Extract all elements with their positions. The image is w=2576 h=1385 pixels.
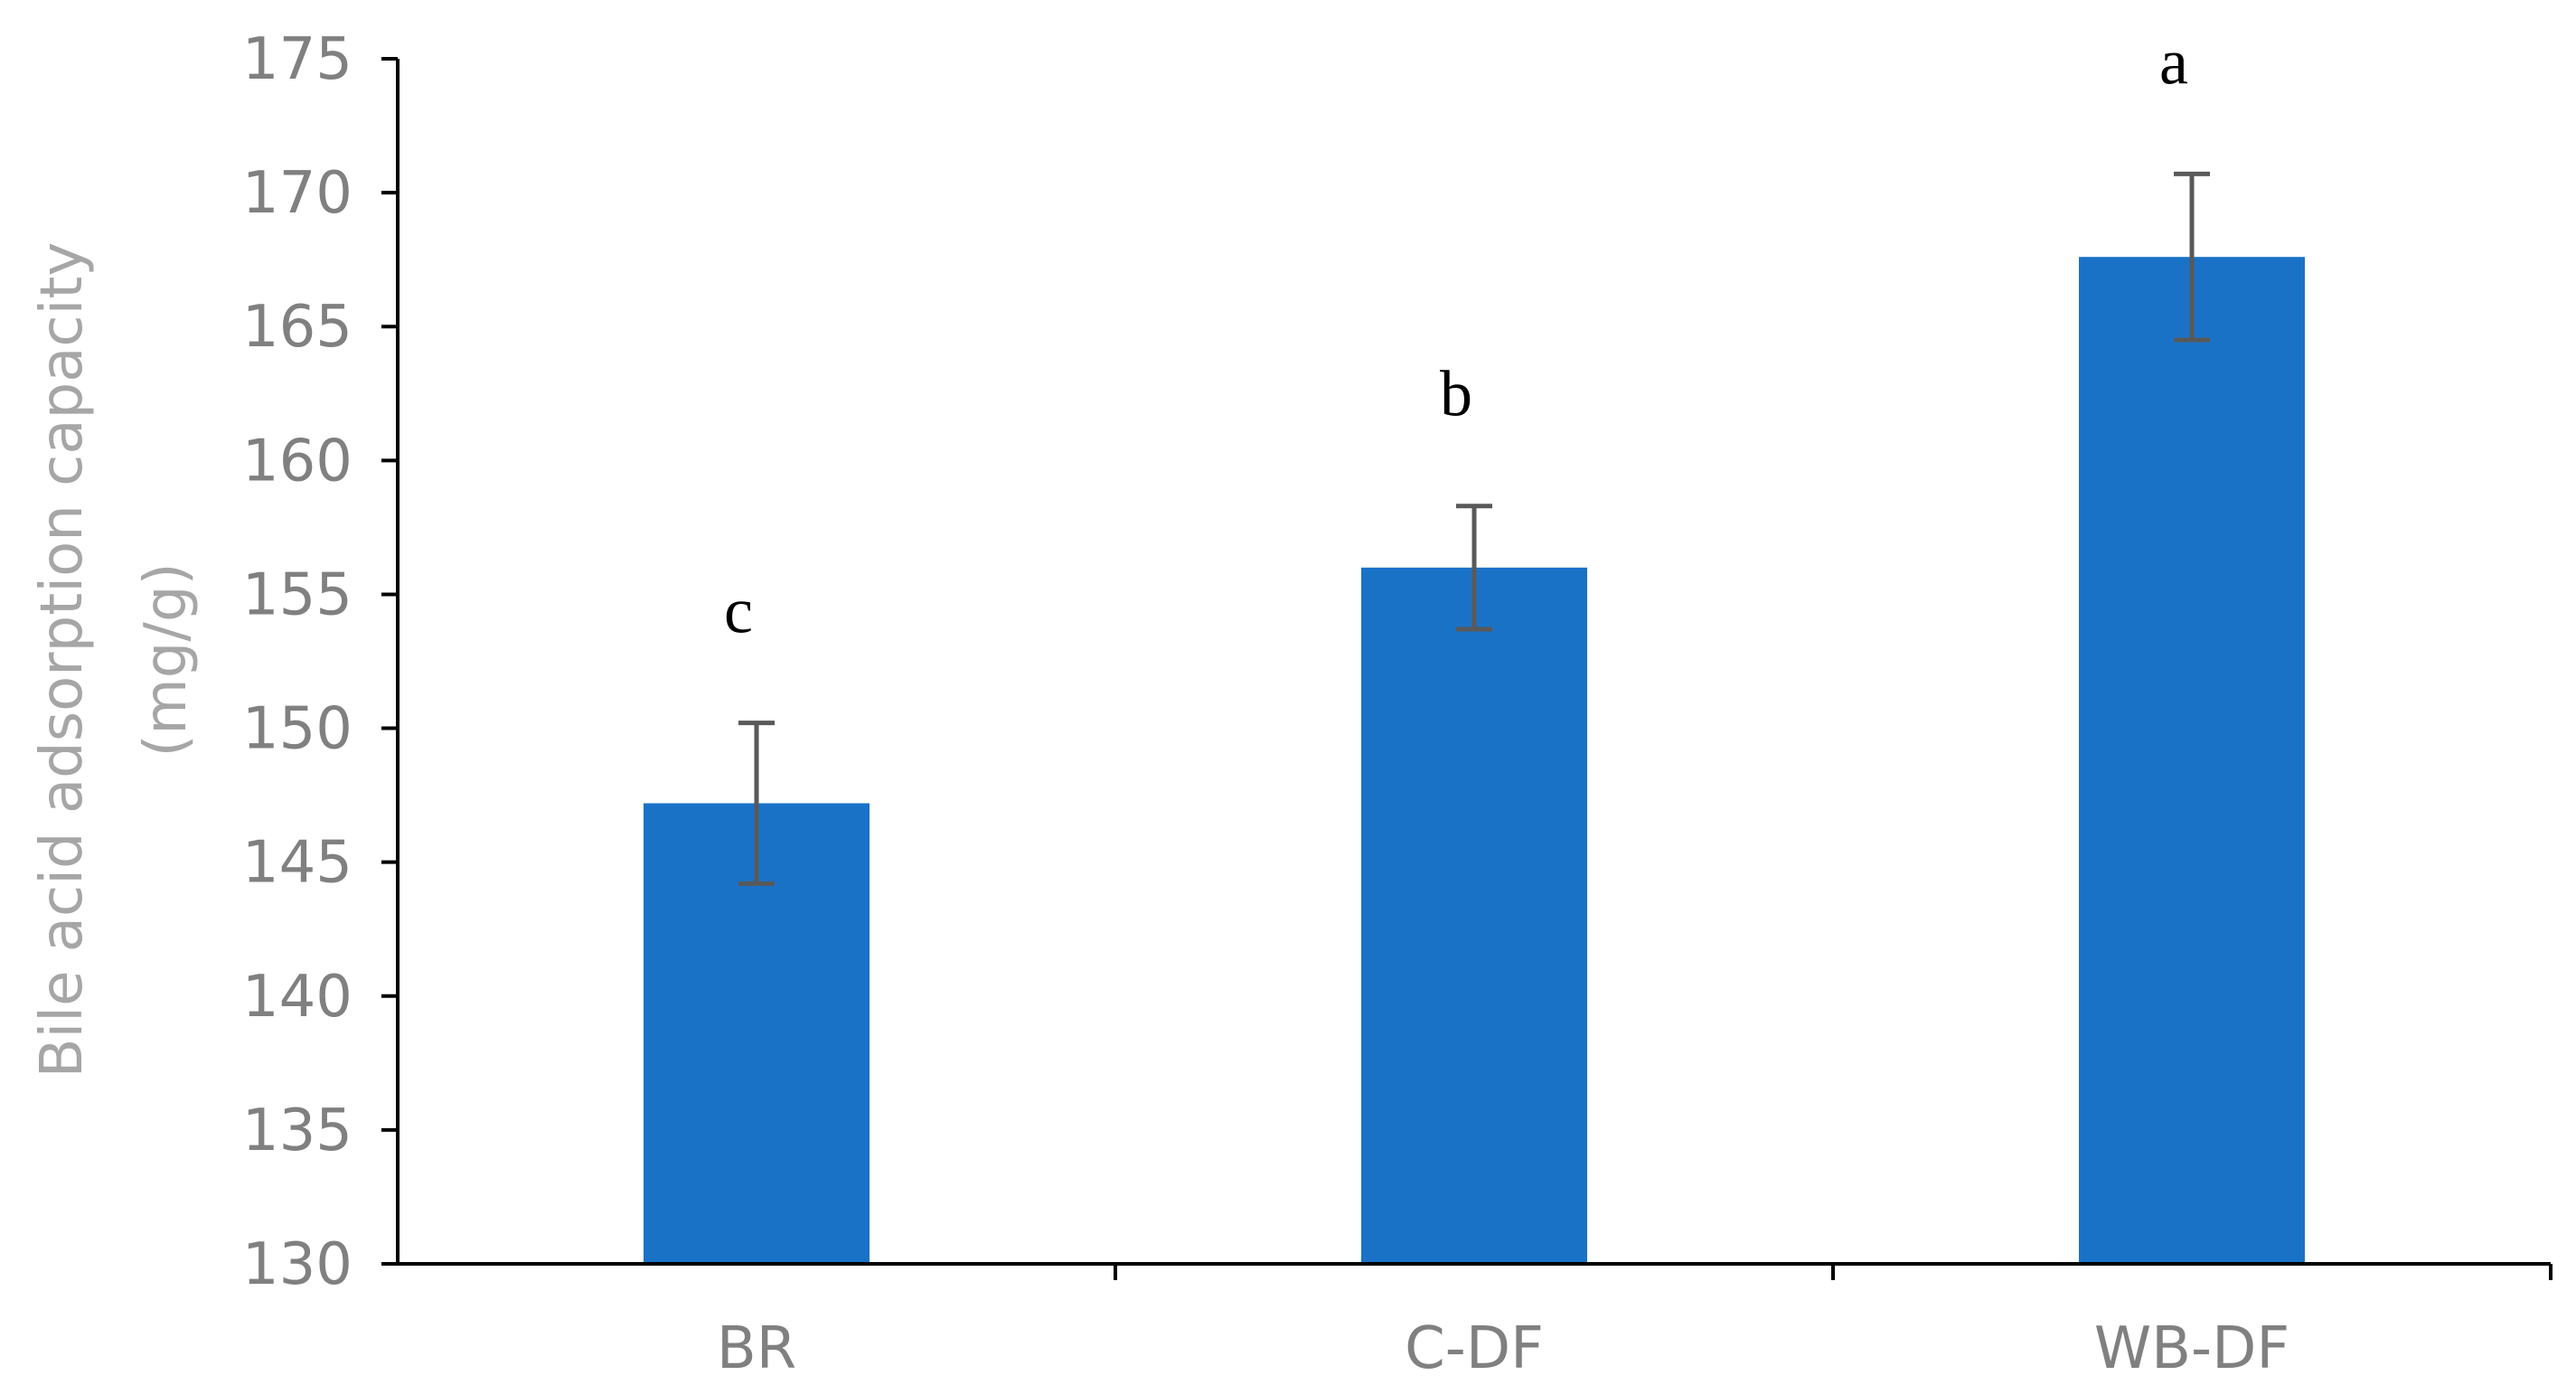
y-tick-label: 145: [242, 830, 353, 897]
bar: [2079, 257, 2305, 1264]
y-tick-label: 135: [242, 1098, 353, 1164]
y-tick-label: 150: [242, 696, 353, 763]
y-tick-label: 175: [242, 26, 353, 93]
significance-label: c: [724, 575, 753, 647]
x-axis-labels: BR C-DF WB-DF: [717, 1315, 2289, 1382]
axes: [396, 59, 2552, 1280]
y-axis-title-line-2: (mg/g): [133, 562, 200, 757]
significance-labels: c b a: [724, 25, 2188, 646]
y-axis-title: Bile acid adsorption capacity (mg/g): [29, 242, 200, 1079]
y-axis-title-line-1: Bile acid adsorption capacity: [29, 242, 96, 1079]
y-tick-label: 170: [242, 160, 353, 227]
error-bars: [738, 171, 2210, 886]
bars: [644, 257, 2305, 1264]
y-tick-label: 155: [242, 561, 353, 628]
x-category-label: WB-DF: [2094, 1315, 2289, 1382]
significance-label: b: [1440, 358, 1472, 430]
bar: [1361, 567, 1587, 1264]
significance-label: a: [2159, 25, 2188, 98]
y-axis-ticks: 130 135 140 145 150 155 160 165 170 175: [242, 26, 398, 1298]
y-tick-label: 140: [242, 964, 353, 1031]
y-tick-label: 165: [242, 294, 353, 361]
x-category-label: C-DF: [1405, 1315, 1544, 1382]
y-tick-label: 160: [242, 428, 353, 495]
y-tick-label: 130: [242, 1231, 353, 1298]
x-category-label: BR: [717, 1315, 796, 1382]
